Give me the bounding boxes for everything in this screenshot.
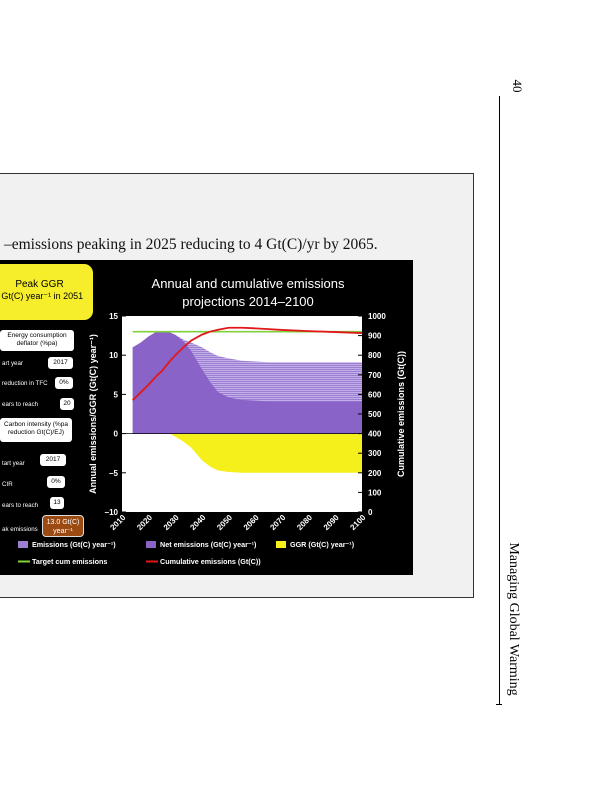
years-to-reach-label-2: ears to reach [2,502,39,509]
legend-swatch [146,541,156,548]
legend-entry: Net emissions (Gt(C) year⁻¹) [160,540,257,549]
years-to-reach-label-1: ears to reach [2,401,39,408]
x-tick-label: 2070 [268,513,287,532]
energy-start-year-label: art year [2,360,23,367]
emissions-chart: Annual and cumulative emissions projecti… [18,276,406,566]
x-tick-label: 2020 [135,513,154,532]
y2-tick-label: 900 [368,332,382,341]
y2-tick-label: 400 [368,430,382,439]
x-tick-label: 2090 [322,513,341,532]
cumulative-emissions-line [132,326,363,401]
y2-axis-label: Cumulative emissions (Gt(C)) [396,351,406,477]
page-number: 40 [510,79,525,93]
peak-ggr-box: Peak GGR ) Gt(C) year⁻¹ in 2051 [0,264,93,320]
peak-ggr-value: ) Gt(C) year⁻¹ in 2051 [0,291,84,301]
years-to-reach-input-2[interactable]: 13 [50,497,64,509]
peak-ggr-title: Peak GGR [15,279,64,290]
y-tick-label: 15 [109,312,118,321]
x-tick-label: 2050 [215,513,234,532]
y-tick-label: 0 [114,430,119,439]
chart-panel: Peak GGR ) Gt(C) year⁻¹ in 2051 Energy c… [0,260,413,575]
legend-swatch [276,541,286,548]
energy-deflator-label: Energy consumption deflator (%pa) [0,330,74,351]
carbon-intensity-label: Carbon intensity (%pa reduction Gt(C)/EJ… [0,418,72,442]
y-tick-label: −5 [109,469,119,478]
x-tick-label: 2030 [162,513,181,532]
legend-entry: GGR (Gt(C) year⁻¹) [290,540,355,549]
legend-entry: Cumulative emissions (Gt(C)) [160,557,261,566]
y2-tick-label: 500 [368,410,382,419]
peak-emissions-value[interactable]: 13.0 Gt(C) year⁻¹ [42,515,84,537]
x-tick-label: 2100 [348,513,367,532]
peak-emissions-label: ak emissions [2,526,38,533]
header-rule [499,96,500,704]
running-title: Managing Global Warming [506,542,521,696]
y2-tick-label: 100 [368,488,382,497]
cir-label: CIR [2,481,13,488]
y2-tick-label: 200 [368,469,382,478]
legend-entry: Emissions (Gt(C) year⁻¹) [32,540,116,549]
energy-start-year-input[interactable]: 2017 [48,357,73,369]
y2-tick-label: 0 [368,508,373,517]
figure-caption: –emissions peaking in 2025 reducing to 4… [4,236,378,253]
ggr-area [132,433,362,473]
y2-tick-label: 700 [368,371,382,380]
y2-tick-label: 1000 [368,312,386,321]
y2-tick-label: 800 [368,351,382,360]
y-tick-label: 5 [114,390,119,399]
chart-title-line-2: projections 2014–2100 [182,294,314,309]
ci-start-year-label: tart year [2,460,25,467]
legend-swatch [18,541,28,548]
reduction-tfc-input[interactable]: 0% [55,377,73,389]
y2-tick-label: 300 [368,449,382,458]
y2-tick-label: 600 [368,390,382,399]
ci-start-year-input[interactable]: 2017 [40,454,66,466]
y-tick-label: −10 [104,508,118,517]
net-emissions-area [132,331,362,434]
legend-entry: Target cum emissions [32,557,107,566]
header-rule-end [496,704,502,705]
years-to-reach-input-1[interactable]: 20 [60,398,74,410]
x-tick-label: 2080 [295,513,314,532]
x-tick-label: 2060 [242,513,261,532]
x-tick-label: 2040 [188,513,207,532]
cir-input[interactable]: 0% [47,476,65,488]
reduction-tfc-label: reduction in TFC [2,380,48,387]
chart-title-line-1: Annual and cumulative emissions [152,276,345,291]
y-axis-label: Annual emissions/GGR (Gt(C) year⁻¹) [88,334,98,494]
y-tick-label: 10 [109,351,118,360]
